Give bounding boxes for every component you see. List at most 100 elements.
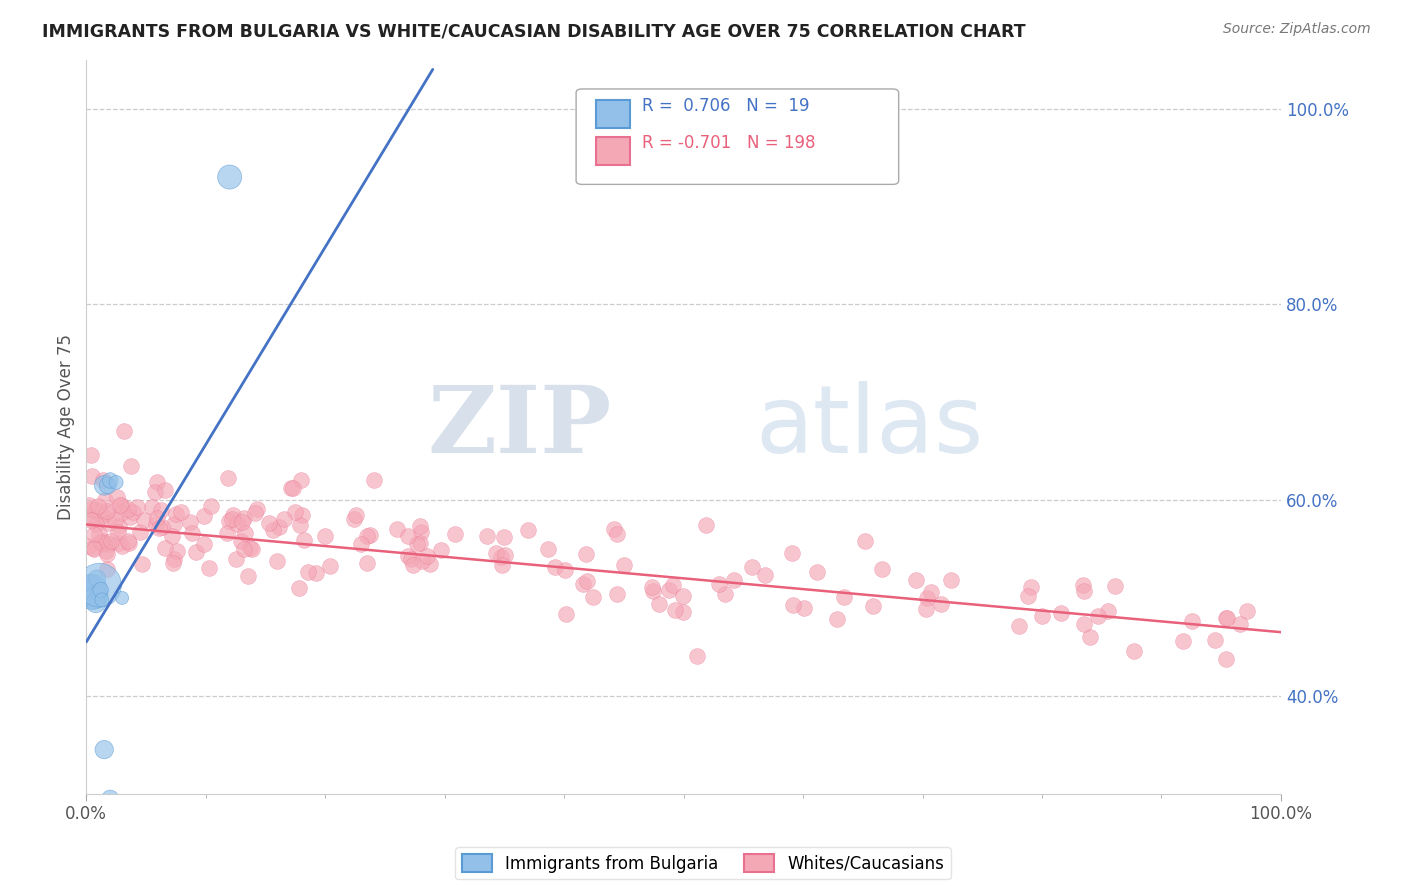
Point — [405, 537, 427, 551]
Point — [672, 589, 695, 603]
Point — [305, 566, 328, 580]
Point — [1071, 577, 1094, 591]
Point — [661, 578, 683, 592]
Point — [554, 607, 576, 622]
Point — [782, 599, 804, 613]
Point — [145, 517, 167, 532]
Point — [1171, 633, 1194, 648]
Point — [146, 475, 169, 489]
Point — [97, 516, 120, 531]
Point — [1104, 579, 1126, 593]
FancyBboxPatch shape — [576, 89, 898, 185]
Point — [218, 514, 240, 528]
Point — [613, 558, 636, 573]
Point — [217, 471, 239, 485]
Text: atlas: atlas — [755, 381, 984, 473]
Point — [82, 581, 104, 595]
Point — [80, 502, 103, 516]
Point — [225, 517, 247, 532]
Point — [186, 545, 208, 559]
Point — [870, 562, 893, 576]
Point — [356, 556, 378, 570]
Text: Source: ZipAtlas.com: Source: ZipAtlas.com — [1223, 22, 1371, 37]
Point — [94, 544, 117, 558]
Point — [641, 580, 664, 594]
Point — [297, 565, 319, 579]
Point — [170, 505, 193, 519]
FancyBboxPatch shape — [596, 136, 630, 164]
Point — [246, 501, 269, 516]
Point — [485, 546, 508, 560]
Point — [606, 587, 628, 601]
Point — [516, 523, 538, 537]
Point — [200, 499, 222, 513]
Point — [134, 513, 156, 527]
Point — [86, 571, 108, 585]
Point — [131, 557, 153, 571]
Point — [723, 574, 745, 588]
Point — [82, 587, 104, 601]
Point — [411, 554, 433, 568]
Point — [240, 541, 263, 556]
Point — [603, 522, 626, 536]
Point — [544, 559, 567, 574]
Point — [1229, 616, 1251, 631]
Point — [231, 534, 253, 549]
Point — [862, 599, 884, 614]
Point — [920, 585, 942, 599]
Point — [232, 542, 254, 557]
Point — [1021, 580, 1043, 594]
Point — [165, 508, 187, 522]
Point — [1236, 604, 1258, 618]
Point — [416, 549, 439, 563]
Point — [80, 449, 103, 463]
Point — [419, 557, 441, 571]
Point — [94, 506, 117, 520]
Point — [93, 537, 115, 551]
Point — [82, 541, 104, 556]
Point — [77, 498, 100, 512]
Point — [290, 508, 312, 523]
Point — [793, 601, 815, 615]
Point — [754, 567, 776, 582]
Point — [105, 490, 128, 504]
Point — [96, 547, 118, 561]
Point — [396, 528, 419, 542]
Point — [98, 791, 121, 805]
Point — [914, 601, 936, 615]
Point — [93, 478, 115, 492]
Point — [217, 525, 239, 540]
Point — [243, 507, 266, 521]
Point — [239, 541, 262, 556]
Point — [193, 509, 215, 524]
Point — [1204, 632, 1226, 647]
Point — [399, 552, 422, 566]
Point — [290, 474, 312, 488]
Point — [314, 529, 336, 543]
Point — [111, 540, 134, 554]
Point — [385, 522, 408, 536]
Point — [606, 527, 628, 541]
Point — [118, 536, 141, 550]
Point — [266, 554, 288, 568]
Point — [686, 648, 709, 663]
Point — [1122, 644, 1144, 658]
Point — [319, 559, 342, 574]
Point — [648, 597, 671, 611]
Point — [117, 534, 139, 549]
Point — [221, 511, 243, 525]
Point — [111, 591, 134, 605]
Point — [409, 519, 432, 533]
Point — [90, 583, 112, 598]
Point — [83, 527, 105, 541]
Point — [643, 583, 665, 598]
Text: IMMIGRANTS FROM BULGARIA VS WHITE/CAUCASIAN DISABILITY AGE OVER 75 CORRELATION C: IMMIGRANTS FROM BULGARIA VS WHITE/CAUCAS… — [42, 22, 1026, 40]
Point — [110, 506, 132, 520]
Point — [108, 536, 131, 550]
Point — [356, 528, 378, 542]
Point — [233, 511, 256, 525]
Point — [360, 528, 382, 542]
Point — [79, 509, 101, 524]
Point — [1215, 651, 1237, 665]
Point — [80, 576, 103, 591]
